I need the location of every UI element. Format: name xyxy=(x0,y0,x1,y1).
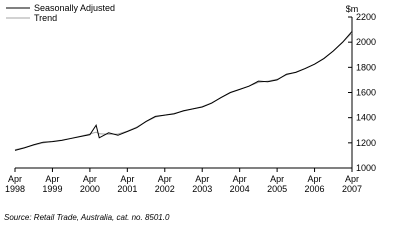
y-tick-label: 1800 xyxy=(356,62,376,72)
y-tick-label: 2200 xyxy=(356,12,376,22)
series-line xyxy=(14,31,353,151)
series-line xyxy=(14,32,353,151)
legend-label: Seasonally Adjusted xyxy=(34,3,115,13)
y-tick-label: 1400 xyxy=(356,113,376,123)
x-tick-label: Apr 2002 xyxy=(155,174,175,194)
y-unit: $m xyxy=(346,4,359,14)
x-tick-label: Apr 2005 xyxy=(267,174,287,194)
x-tick-label: Apr 1998 xyxy=(5,174,25,194)
y-tick-label: 2000 xyxy=(356,37,376,47)
y-tick-label: 1000 xyxy=(356,163,376,173)
x-tick-label: Apr 2001 xyxy=(117,174,137,194)
x-tick-label: Apr 2003 xyxy=(192,174,212,194)
x-tick-label: Apr 2006 xyxy=(305,174,325,194)
chart: $m Source: Retail Trade, Australia, cat.… xyxy=(4,3,376,222)
x-tick-label: Apr 2004 xyxy=(230,174,250,194)
legend-label: Trend xyxy=(34,13,57,23)
x-tick-label: Apr 2000 xyxy=(80,174,100,194)
y-tick-label: 1200 xyxy=(356,138,376,148)
source-note: Source: Retail Trade, Australia, cat. no… xyxy=(4,213,170,222)
x-tick-label: Apr 1999 xyxy=(42,174,62,194)
y-tick-label: 1600 xyxy=(356,88,376,98)
x-tick-label: Apr 2007 xyxy=(342,174,362,194)
